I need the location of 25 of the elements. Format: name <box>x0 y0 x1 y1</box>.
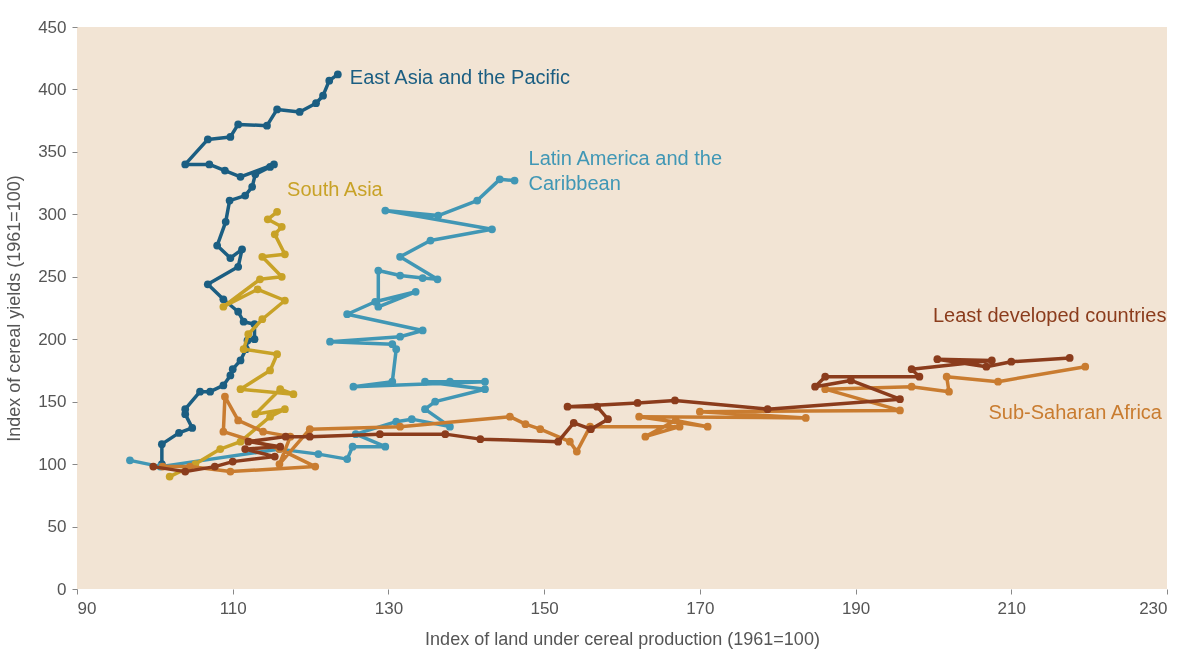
y-tick-label: 0 <box>57 579 67 599</box>
x-tick-label: 110 <box>219 598 247 618</box>
series-label: Latin America and the Caribbean <box>528 146 723 194</box>
y-tick-label: 200 <box>38 329 67 349</box>
y-tick-label: 300 <box>38 204 67 224</box>
x-axis-title: Index of land under cereal production (1961=100) <box>425 628 820 649</box>
y-tick-label: 100 <box>38 454 67 474</box>
y-tick-label: 250 <box>38 267 67 287</box>
series-label: Sub-Saharan Africa <box>988 400 1163 423</box>
y-tick-label: 400 <box>38 79 67 99</box>
y-tick-label: 450 <box>38 17 67 37</box>
x-tick-label: 230 <box>1139 598 1168 618</box>
series-label: South Asia <box>287 177 384 200</box>
x-tick-label: 90 <box>77 598 97 618</box>
x-tick-label: 150 <box>530 598 559 618</box>
y-tick-label: 50 <box>47 517 67 537</box>
series-label: East Asia and the Pacific <box>349 66 570 89</box>
series-label: Least developed countries <box>932 303 1167 326</box>
y-tick-label: 150 <box>38 392 67 412</box>
y-tick-label: 350 <box>38 142 67 162</box>
x-tick-label: 130 <box>374 598 404 618</box>
x-tick-label: 190 <box>841 598 871 618</box>
x-tick-label: 210 <box>997 598 1026 618</box>
x-tick-label: 170 <box>686 598 715 618</box>
y-axis-title: Index of cereal yields (1961=100) <box>4 175 25 442</box>
